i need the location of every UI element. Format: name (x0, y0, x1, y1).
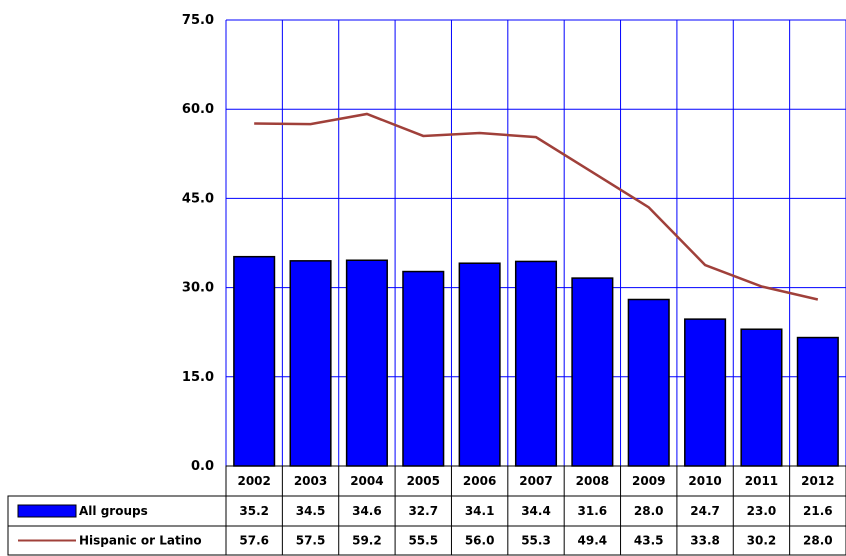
x-tick-label: 2004 (350, 474, 383, 488)
data-label: 56.0 (465, 534, 495, 548)
y-tick-label: 30.0 (182, 281, 214, 296)
data-label: 28.0 (803, 534, 833, 548)
bar (796, 336, 839, 467)
data-label: 30.2 (747, 534, 777, 548)
y-tick-label: 0.0 (191, 459, 214, 474)
x-tick-label: 2007 (519, 474, 552, 488)
x-tick-label: 2010 (688, 474, 721, 488)
x-tick-label: 2006 (463, 474, 496, 488)
data-label: 33.8 (690, 534, 720, 548)
data-label: 35.2 (239, 504, 269, 518)
data-label: 43.5 (634, 534, 664, 548)
y-tick-label: 15.0 (182, 370, 214, 385)
data-label: 21.6 (803, 504, 833, 518)
data-label: 34.6 (352, 504, 382, 518)
legend-label: All groups (79, 504, 148, 518)
line-series-hispanic-or-latino (254, 112, 819, 301)
data-label: 49.4 (578, 534, 608, 548)
y-tick-label: 45.0 (182, 191, 214, 206)
x-tick-label: 2011 (745, 474, 778, 488)
y-tick-label: 75.0 (182, 13, 214, 28)
data-label: 28.0 (634, 504, 664, 518)
x-tick-label: 2003 (294, 474, 327, 488)
data-label: 34.4 (521, 504, 551, 518)
x-tick-label: 2012 (801, 474, 834, 488)
data-label: 34.5 (296, 504, 326, 518)
data-label: 32.7 (408, 504, 438, 518)
data-label: 55.3 (521, 534, 551, 548)
data-label: 23.0 (747, 504, 777, 518)
data-label: 34.1 (465, 504, 495, 518)
data-label: 57.6 (239, 534, 269, 548)
x-tick-label: 2005 (407, 474, 440, 488)
bar (740, 328, 783, 467)
data-label: 31.6 (578, 504, 608, 518)
x-tick-label: 2009 (632, 474, 665, 488)
bar (571, 277, 614, 467)
bar (345, 259, 388, 467)
bar (458, 262, 501, 467)
legend-swatch-all-groups (17, 504, 77, 518)
legend-label: Hispanic or Latino (79, 534, 202, 548)
data-label: 57.5 (296, 534, 326, 548)
bar (627, 298, 670, 467)
x-tick-label: 2008 (576, 474, 609, 488)
data-label: 55.5 (408, 534, 438, 548)
x-tick-label: 2002 (237, 474, 270, 488)
data-label: 59.2 (352, 534, 382, 548)
bar (233, 255, 276, 467)
bar (684, 318, 727, 467)
y-tick-label: 60.0 (182, 102, 214, 117)
bar (289, 260, 332, 467)
bar (402, 270, 445, 467)
bar (514, 260, 558, 467)
data-label: 24.7 (690, 504, 720, 518)
